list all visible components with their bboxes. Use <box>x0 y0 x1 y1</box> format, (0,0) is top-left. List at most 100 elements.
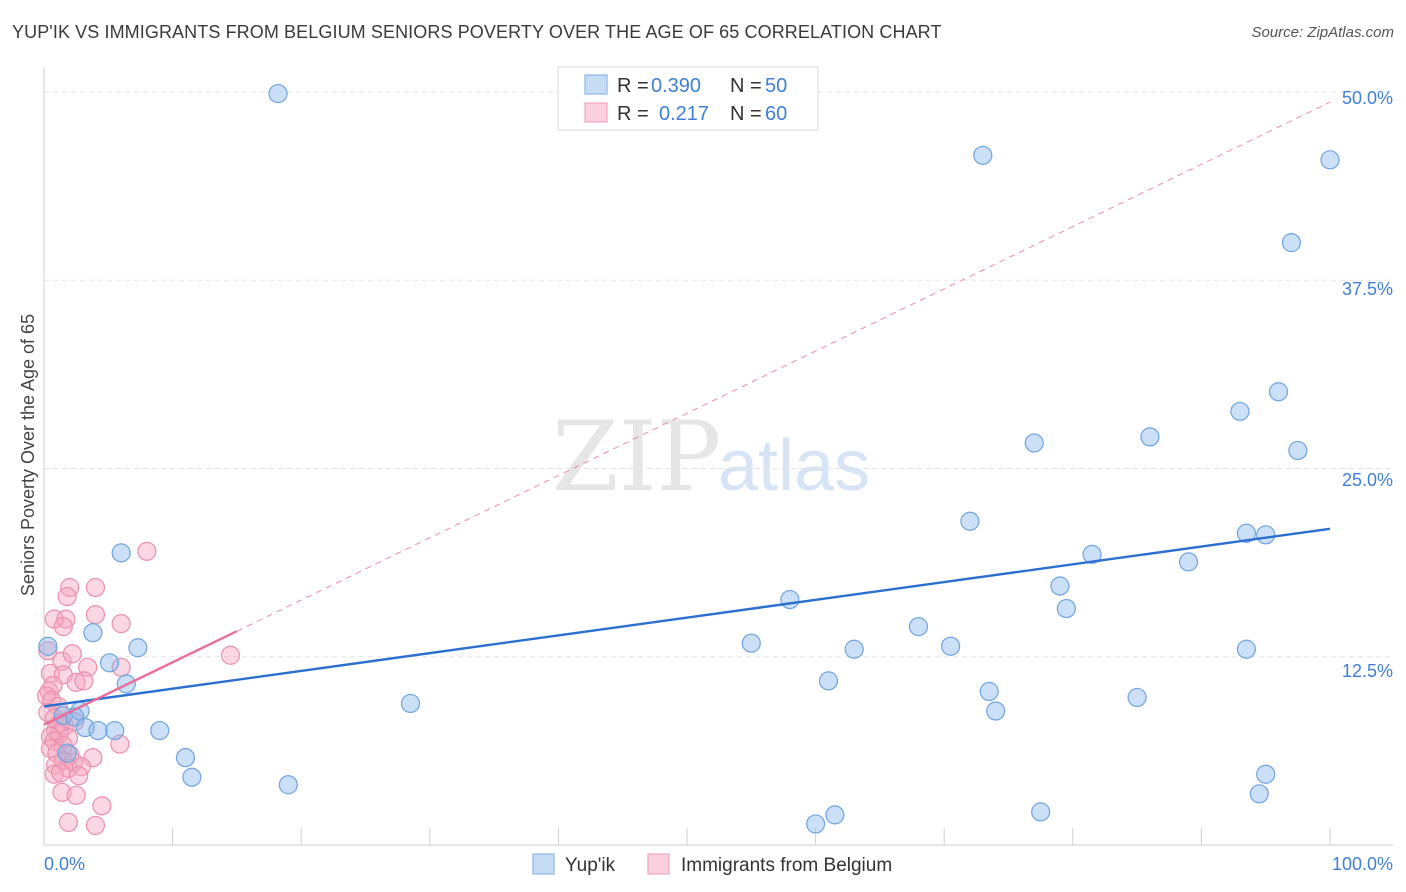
point-belgium <box>43 675 63 695</box>
point-yupik <box>1281 233 1302 253</box>
bottom-legend-swatch-belgium <box>647 853 670 875</box>
point-yupik <box>1056 598 1076 619</box>
point-belgium <box>57 586 77 607</box>
point-yupik <box>278 775 298 795</box>
point-yupik <box>88 720 108 741</box>
bottom-legend-swatch-yupik <box>532 853 555 875</box>
point-belgium <box>85 604 106 625</box>
point-yupik <box>1236 639 1257 659</box>
legend-r-label-belgium: R = <box>617 103 649 125</box>
point-belgium <box>51 763 71 783</box>
legend-n-label-yupik: N = <box>730 75 762 97</box>
point-belgium <box>69 766 89 786</box>
point-yupik <box>83 623 103 643</box>
point-yupik <box>1256 525 1276 545</box>
series-belgium-points <box>36 541 241 836</box>
point-yupik <box>1230 401 1250 421</box>
point-yupik <box>973 145 993 165</box>
y-tick-label-12-5: 12.5% <box>1342 661 1393 681</box>
point-yupik <box>182 767 202 787</box>
bottom-legend-label-belgium: Immigrants from Belgium <box>681 855 892 876</box>
y-tick-label-25: 25.0% <box>1342 470 1393 490</box>
watermark-atlas: atlas <box>718 426 870 506</box>
x-axis-ticks <box>43 828 1331 845</box>
point-yupik <box>150 720 170 741</box>
point-yupik <box>1320 150 1340 170</box>
correlation-legend: R = 0.390 N = 50 R = 0.217 N = 60 <box>557 66 819 131</box>
point-belgium <box>52 782 72 802</box>
legend-r-label-yupik: R = <box>617 75 649 97</box>
legend-r-value-belgium: 0.217 <box>659 103 709 125</box>
axes <box>43 68 1393 846</box>
legend-swatch-belgium <box>584 102 608 123</box>
point-yupik <box>400 693 421 714</box>
point-yupik <box>111 543 131 563</box>
series-legend: Yup'ik Immigrants from Belgium <box>532 853 892 876</box>
point-belgium <box>38 641 58 661</box>
point-yupik <box>1024 433 1044 453</box>
point-yupik <box>1050 576 1070 596</box>
point-belgium <box>44 764 64 784</box>
point-yupik <box>1127 687 1147 708</box>
point-yupik <box>825 805 845 825</box>
point-belgium <box>85 577 106 598</box>
y-tick-label-50: 50.0% <box>1342 88 1393 108</box>
point-yupik <box>844 639 864 659</box>
legend-n-label-belgium: N = <box>730 103 762 125</box>
trend-lines <box>43 101 1331 726</box>
trend-line-yupik <box>43 527 1331 708</box>
point-belgium <box>66 672 86 692</box>
point-belgium <box>92 796 112 816</box>
point-yupik <box>1236 523 1257 543</box>
point-yupik <box>175 748 196 768</box>
point-yupik <box>105 720 125 741</box>
point-yupik <box>960 511 980 531</box>
point-yupik <box>1082 544 1102 564</box>
point-yupik <box>1288 440 1308 461</box>
point-yupik <box>57 743 77 763</box>
point-yupik <box>805 814 826 834</box>
point-yupik <box>1178 552 1199 572</box>
point-belgium <box>65 711 85 732</box>
point-belgium <box>58 812 79 833</box>
trend-line-belgium <box>43 630 238 726</box>
point-yupik <box>99 653 120 673</box>
point-belgium <box>220 645 241 665</box>
point-belgium <box>66 785 86 805</box>
point-yupik <box>1268 382 1289 402</box>
legend-swatch-yupik <box>584 74 608 95</box>
point-belgium <box>56 609 76 629</box>
point-belgium <box>74 671 94 691</box>
point-yupik <box>941 636 961 656</box>
point-yupik <box>979 681 999 702</box>
point-yupik <box>268 83 288 104</box>
x-tick-label-max: 100.0% <box>1332 854 1393 874</box>
legend-r-value-yupik: 0.390 <box>651 75 701 97</box>
series-yupik-points <box>38 83 1340 834</box>
point-belgium <box>111 614 131 634</box>
bottom-legend-label-yupik: Yup'ik <box>565 855 616 876</box>
point-belgium <box>137 541 157 561</box>
point-belgium <box>52 651 72 671</box>
point-yupik <box>741 633 761 653</box>
point-yupik <box>986 701 1006 721</box>
point-yupik <box>818 671 839 691</box>
point-yupik <box>780 589 800 610</box>
point-yupik <box>1031 802 1051 822</box>
chart-title: YUP'IK VS IMMIGRANTS FROM BELGIUM SENIOR… <box>12 22 942 42</box>
x-tick-label-min: 0.0% <box>44 854 85 874</box>
point-yupik <box>1249 784 1269 804</box>
watermark-zip: ZIP <box>552 401 721 513</box>
legend-n-value-yupik: 50 <box>765 75 787 97</box>
point-yupik <box>908 617 929 637</box>
source-credit: Source: ZipAtlas.com <box>1251 24 1394 41</box>
y-tick-label-37-5: 37.5% <box>1342 279 1393 299</box>
point-belgium <box>53 617 73 637</box>
point-belgium <box>85 815 106 836</box>
point-belgium <box>62 644 82 664</box>
y-axis-label: Seniors Poverty Over the Age of 65 <box>18 314 38 596</box>
point-yupik <box>128 638 148 658</box>
grid-lines <box>44 91 1393 658</box>
trend-line-belgium-extension <box>236 101 1331 632</box>
